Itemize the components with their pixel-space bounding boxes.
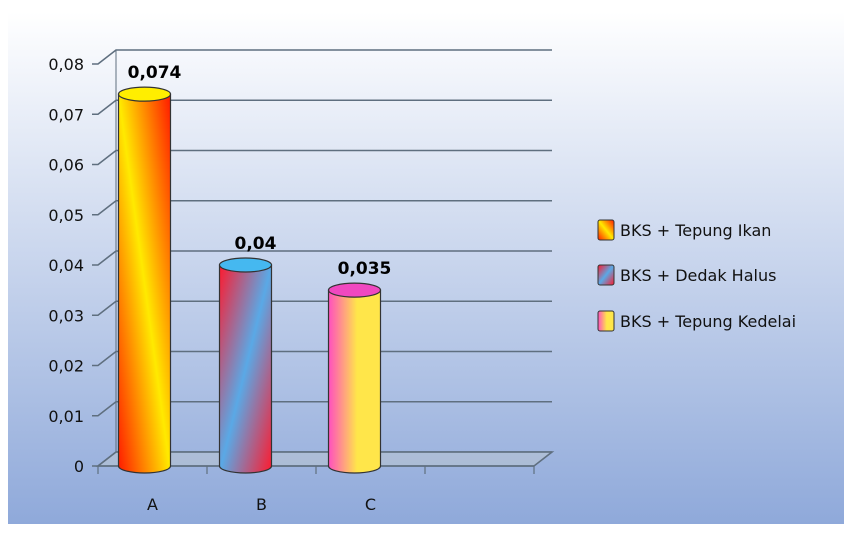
bar-cap [117, 86, 172, 102]
bar-B: 0,04 [218, 234, 277, 474]
legend-swatch [597, 310, 615, 332]
legend-label: BKS + Tepung Ikan [620, 221, 771, 240]
legend-label: BKS + Tepung Kedelai [620, 312, 796, 331]
y-axis-ticks: 0 0,01 0,02 0,03 0,04 0,05 0,06 0,07 0,08 [48, 55, 84, 476]
y-tick-label: 0,04 [48, 256, 84, 275]
bar-body [117, 93, 172, 474]
grid-line [92, 199, 552, 216]
bars: 0,074 0,04 0,035 [117, 63, 392, 474]
y-tick-label: 0,07 [48, 105, 84, 124]
legend-swatch [597, 219, 615, 241]
y-tick-label: 0,08 [48, 55, 84, 74]
bar-cap [327, 282, 382, 298]
legend-label: BKS + Dedak Halus [620, 266, 776, 285]
x-tick-label: C [365, 495, 376, 514]
grid-line [92, 49, 552, 65]
bar-C: 0,035 [327, 259, 392, 474]
y-tick-label: 0,05 [48, 206, 84, 225]
grid-line [92, 149, 552, 166]
legend-item: BKS + Dedak Halus [597, 264, 776, 286]
grid-line [92, 99, 552, 116]
legend: BKS + Tepung Ikan BKS + Dedak Halus BKS + … [597, 219, 796, 332]
y-tick-label: 0,03 [48, 306, 84, 325]
x-axis-ticks: A B C [97, 466, 535, 514]
y-tick-label: 0,01 [48, 407, 84, 426]
grid-lines [92, 49, 555, 467]
legend-item: BKS + Tepung Kedelai [597, 310, 796, 332]
legend-item: BKS + Tepung Ikan [597, 219, 771, 241]
x-tick-label: A [147, 495, 158, 514]
bar-A: 0,074 [117, 63, 182, 474]
bar-cap [218, 257, 273, 273]
x-tick-label: B [256, 495, 267, 514]
grid-line [92, 250, 552, 266]
y-tick-label: 0,02 [48, 357, 84, 376]
legend-swatch [597, 264, 615, 286]
data-label: 0,04 [235, 234, 277, 254]
data-label: 0,074 [128, 63, 182, 83]
y-tick-label: 0,06 [48, 156, 84, 175]
y-tick-label: 0 [74, 457, 84, 476]
bar-body [218, 264, 273, 474]
data-label: 0,035 [338, 259, 392, 279]
bar-body [327, 289, 382, 474]
